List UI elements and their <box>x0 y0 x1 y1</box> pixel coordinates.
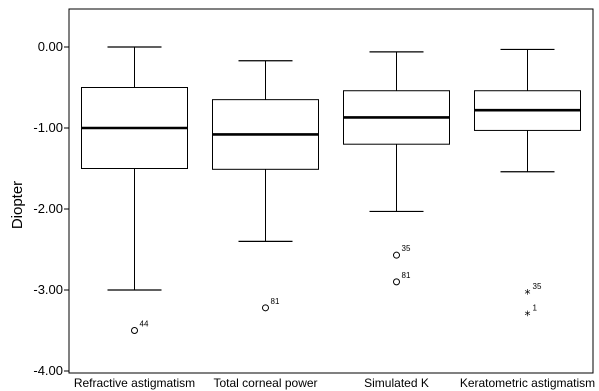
y-tick-label: 0.00 <box>38 39 63 54</box>
extreme-outlier-marker: * <box>525 287 531 301</box>
box-2: 81 <box>212 60 319 312</box>
outlier-label: 35 <box>533 282 542 291</box>
y-tick-label: -2.00 <box>33 201 63 216</box>
box-4: *35*1 <box>474 48 581 322</box>
outlier-marker <box>393 251 400 259</box>
outlier-label: 81 <box>271 297 280 306</box>
y-tick-label: -4.00 <box>33 363 63 378</box>
outlier-label: 1 <box>533 303 538 312</box>
x-category-label: Keratometric astigmatism <box>460 376 595 390</box>
x-category-label: Refractive astigmatism <box>74 376 195 390</box>
y-axis: 0.00 -1.00 -2.00 -3.00 -4.00 <box>33 39 69 378</box>
outlier-label: 81 <box>402 271 411 280</box>
x-category-label: Simulated K <box>364 376 429 390</box>
y-tick-label: -3.00 <box>33 282 63 297</box>
outlier-marker <box>131 327 138 334</box>
extreme-outlier-marker: * <box>525 308 531 322</box>
outlier-label: 44 <box>140 320 149 329</box>
outlier-marker <box>262 304 269 312</box>
plot-frame <box>68 8 594 374</box>
box-3: 35 81 <box>343 51 450 286</box>
outlier-marker <box>393 278 400 286</box>
outlier-label: 35 <box>402 244 411 253</box>
y-axis-label: Diopter <box>9 181 26 229</box>
x-axis: Refractive astigmatism Total corneal powe… <box>74 376 595 390</box>
y-tick-label: -1.00 <box>33 120 63 135</box>
box-1: 44 <box>81 46 188 334</box>
x-category-label: Total corneal power <box>213 376 317 390</box>
